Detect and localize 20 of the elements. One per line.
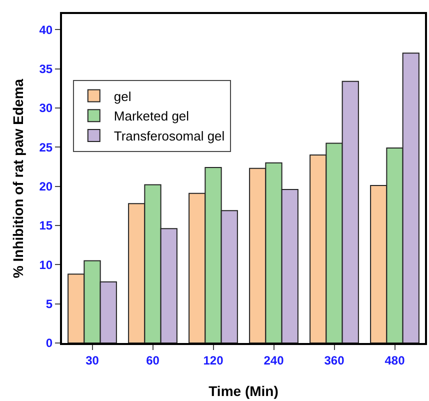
y-tick-label: 35 [39, 62, 53, 76]
y-tick-label: 40 [39, 22, 53, 37]
legend-label: Transferosomal gel [114, 128, 225, 144]
y-tick-label: 0 [46, 336, 53, 350]
y-axis-title: % Inhibition of rat paw Edema [10, 78, 26, 278]
x-tick-label: 30 [86, 353, 100, 368]
y-tick-label: 25 [39, 140, 53, 154]
y-tick-label: 10 [39, 258, 53, 272]
y-tick-label: 30 [39, 101, 53, 116]
x-tick-label: 60 [146, 353, 160, 368]
legend-label: Marketed gel [114, 108, 190, 124]
legend-label: gel [114, 88, 132, 104]
y-tick-label: 5 [46, 297, 53, 312]
x-tick-label: 240 [264, 353, 284, 368]
y-tick-label: 15 [39, 218, 53, 233]
y-tick-label: 20 [39, 180, 53, 194]
x-tick-label: 360 [324, 353, 345, 368]
x-tick-label: 120 [203, 353, 224, 368]
x-tick-label: 480 [384, 353, 406, 368]
x-axis-title: Time (Min) [208, 383, 278, 399]
